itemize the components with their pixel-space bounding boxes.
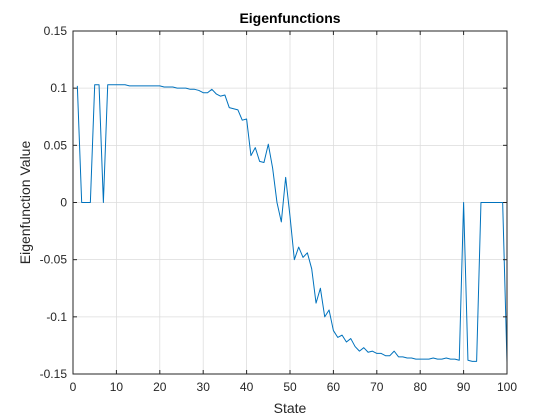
- x-tick-label: 90: [457, 380, 471, 394]
- x-tick-label: 60: [327, 380, 341, 394]
- x-tick-label: 30: [197, 380, 211, 394]
- series-group: [76, 84, 508, 363]
- series-line: [76, 84, 508, 363]
- y-tick-label: -0.1: [46, 310, 67, 324]
- y-tick-label: -0.15: [40, 367, 68, 381]
- x-tick-label: 20: [153, 380, 167, 394]
- y-tick-label: 0.1: [50, 81, 67, 95]
- y-tick-label: 0.05: [44, 138, 68, 152]
- x-axis: 0 10 20 30 40 50 60 70 80 90 100: [70, 31, 517, 394]
- y-axis-label: Eigenfunction Value: [17, 141, 33, 265]
- x-tick-label: 10: [110, 380, 124, 394]
- y-axis: -0.15 -0.1 -0.05 0 0.05 0.1 0.15: [40, 24, 507, 381]
- grid-lines: [73, 31, 507, 374]
- y-tick-label: -0.05: [40, 253, 68, 267]
- y-tick-label: 0.15: [44, 24, 68, 38]
- x-tick-label: 70: [370, 380, 384, 394]
- y-tick-label: 0: [60, 196, 67, 210]
- x-tick-label: 80: [414, 380, 428, 394]
- x-tick-label: 50: [283, 380, 297, 394]
- chart-title: Eigenfunctions: [239, 10, 340, 26]
- x-axis-label: State: [274, 400, 307, 416]
- x-tick-label: 40: [240, 380, 254, 394]
- x-tick-label: 0: [70, 380, 77, 394]
- x-tick-label: 100: [497, 380, 517, 394]
